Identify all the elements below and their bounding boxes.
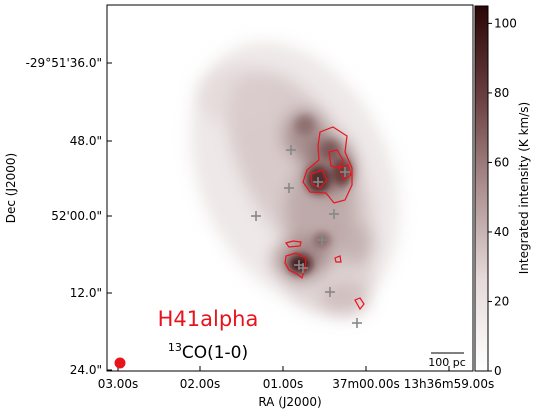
marker-cross xyxy=(352,318,362,328)
marker-cross xyxy=(313,177,323,187)
colorbar-tick-label: 100 xyxy=(494,16,517,30)
image-label-text: CO(1-0) xyxy=(182,343,248,363)
beam-ellipse xyxy=(114,357,126,369)
colorbar-gradient xyxy=(474,5,489,372)
colorbar-tick-label: 0 xyxy=(494,364,502,378)
x-tick-label: 03.00s xyxy=(98,377,139,391)
colorbar-tick-label: 80 xyxy=(494,86,509,100)
plot-frame xyxy=(106,4,474,372)
y-tick-label: 24.0" xyxy=(70,363,102,377)
colorbar-tick-label: 60 xyxy=(494,155,509,169)
h41alpha-contours xyxy=(284,126,365,311)
y-tick-label: 52'00.0" xyxy=(51,209,102,223)
x-axis-title: RA (J2000) xyxy=(258,395,321,409)
marker-cross xyxy=(317,235,327,245)
marker-cross xyxy=(286,145,296,155)
intensity-map xyxy=(190,41,400,318)
x-tick-label: 13h36m59.00s xyxy=(404,377,494,391)
image-legend-label: 13CO(1-0) xyxy=(168,341,248,363)
marker-cross xyxy=(298,263,308,273)
colorbar: 0 20 40 60 80 100 Integrated intensity (K km/… xyxy=(474,5,531,378)
marker-cross xyxy=(325,287,335,297)
y-tick-label: 48.0" xyxy=(70,134,102,148)
contour-legend-label: H41alpha xyxy=(158,307,259,331)
scalebar-label: 100 pc xyxy=(428,356,466,369)
marker-cross xyxy=(329,209,339,219)
x-axis: 03.00s 02.00s 01.00s 37m00.00s 13h36m59.… xyxy=(98,366,494,409)
y-tick-label: 12.0" xyxy=(70,286,102,300)
image-label-superscript: 13 xyxy=(168,341,182,354)
marker-cross xyxy=(251,211,261,221)
marker-crosses xyxy=(251,145,362,328)
colorbar-tick-label: 40 xyxy=(494,225,509,239)
x-tick-label: 02.00s xyxy=(180,377,221,391)
marker-cross xyxy=(284,183,294,193)
x-tick-label: 37m00.00s xyxy=(332,377,400,391)
x-tick-label: 01.00s xyxy=(263,377,304,391)
y-axis-title: Dec (J2000) xyxy=(4,153,18,223)
y-tick-label: -29°51'36.0" xyxy=(26,56,102,70)
marker-cross xyxy=(340,167,350,177)
colorbar-title: Integrated intensity (K km/s) xyxy=(517,102,531,274)
colorbar-tick-label: 20 xyxy=(494,294,509,308)
y-axis: -29°51'36.0" 48.0" 52'00.0" 12.0" 24.0" … xyxy=(4,56,112,377)
